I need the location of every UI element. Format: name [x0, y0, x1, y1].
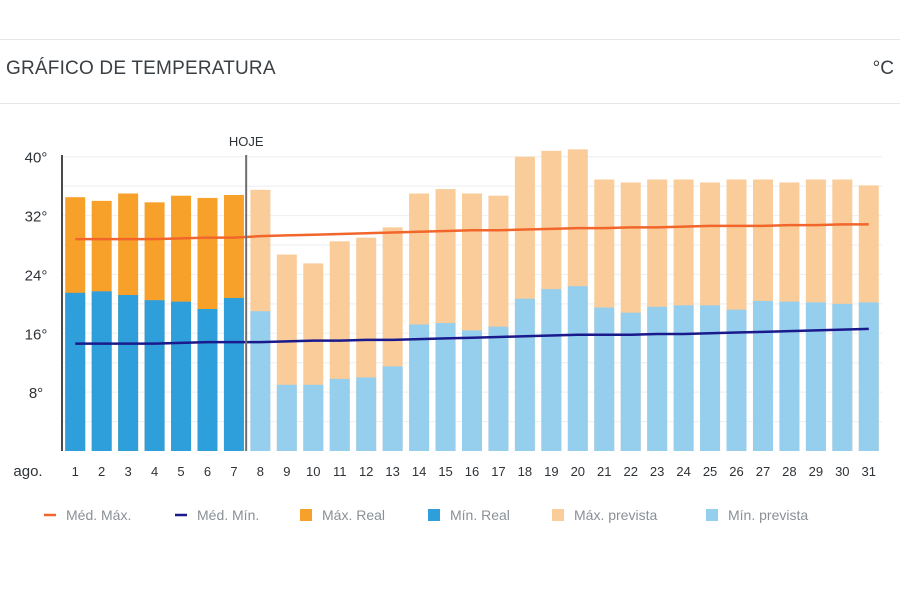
min-real-bar — [65, 292, 86, 451]
x-tick-label: 20 — [571, 464, 585, 479]
x-tick-label: 18 — [518, 464, 532, 479]
x-tick-label: 22 — [623, 464, 637, 479]
x-tick-label: 27 — [756, 464, 770, 479]
min-forecast-bar — [620, 312, 641, 451]
legend-item: Máx. prevista — [552, 507, 657, 523]
min-real-bar — [144, 300, 165, 451]
legend: Méd. Máx. Méd. Mín. Máx. Real Mín. Real Máx.… — [44, 507, 808, 523]
min-forecast-bar — [276, 384, 297, 451]
x-tick-label: 6 — [204, 464, 211, 479]
x-tick-label: 24 — [676, 464, 690, 479]
y-tick-label: 8° — [29, 385, 43, 402]
legend-label: Máx. prevista — [574, 507, 657, 523]
min-forecast-bar — [805, 302, 826, 451]
legend-label: Méd. Mín. — [197, 507, 259, 523]
x-tick-label: 12 — [359, 464, 373, 479]
min-forecast-bar — [567, 286, 588, 451]
legend-square-marker — [552, 509, 564, 521]
x-axis-label: ago. — [13, 463, 42, 480]
x-tick-label: 2 — [98, 464, 105, 479]
min-forecast-bar — [435, 322, 456, 451]
x-tick-label: 31 — [862, 464, 876, 479]
min-forecast-bar — [250, 311, 271, 451]
y-tick-label: 24° — [25, 267, 48, 284]
legend-label: Méd. Máx. — [66, 507, 131, 523]
x-tick-label: 9 — [283, 464, 290, 479]
header-divider-bottom — [0, 103, 900, 104]
x-tick-label: 29 — [809, 464, 823, 479]
unit-label: °C — [872, 58, 894, 79]
min-forecast-bar — [832, 303, 853, 451]
today-marker-label: HOJE — [229, 134, 264, 149]
min-forecast-bar — [356, 377, 377, 451]
min-real-bar — [91, 291, 112, 451]
x-tick-label: 7 — [230, 464, 237, 479]
x-tick-label: 13 — [385, 464, 399, 479]
bars — [65, 149, 879, 452]
min-forecast-bar — [541, 289, 562, 451]
x-tick-label: 23 — [650, 464, 664, 479]
legend-label: Máx. Real — [322, 507, 385, 523]
x-tick-label: 15 — [438, 464, 452, 479]
legend-square-marker — [428, 509, 440, 521]
min-forecast-bar — [382, 366, 403, 451]
min-forecast-bar — [303, 384, 324, 451]
y-tick-label: 16° — [25, 326, 48, 343]
legend-item: Méd. Mín. — [175, 507, 259, 523]
min-real-bar — [197, 309, 218, 451]
x-tick-label: 30 — [835, 464, 849, 479]
min-forecast-bar — [462, 330, 482, 451]
x-tick-label: 16 — [465, 464, 479, 479]
avg-min-line — [75, 327, 869, 345]
legend-square-marker — [300, 509, 312, 521]
avg-max-line — [75, 223, 869, 241]
x-tick-label: 26 — [729, 464, 743, 479]
chart-title: GRÁFICO DE TEMPERATURA — [6, 58, 276, 79]
x-tick-label: 14 — [412, 464, 426, 479]
min-forecast-bar — [514, 298, 535, 451]
min-forecast-bar — [726, 309, 747, 451]
x-tick-label: 28 — [782, 464, 796, 479]
x-tick-label: 25 — [703, 464, 717, 479]
min-forecast-bar — [779, 301, 800, 451]
legend-square-marker — [706, 509, 718, 521]
min-real-bar — [171, 301, 192, 451]
x-tick-label: 4 — [151, 464, 158, 479]
min-forecast-bar — [858, 302, 879, 451]
min-forecast-bar — [700, 305, 721, 451]
legend-item: Méd. Máx. — [44, 507, 131, 523]
x-tick-label: 11 — [333, 464, 347, 479]
x-tick-label: 17 — [491, 464, 505, 479]
legend-item: Máx. Real — [300, 507, 385, 523]
min-forecast-bar — [488, 326, 509, 451]
min-forecast-bar — [594, 307, 615, 451]
average-lines — [75, 223, 869, 345]
min-forecast-bar — [409, 324, 430, 451]
x-tick-label: 8 — [257, 464, 264, 479]
min-forecast-bar — [752, 300, 773, 451]
x-tick-label: 5 — [177, 464, 184, 479]
legend-label: Mín. prevista — [728, 507, 808, 523]
y-tick-label: 32° — [25, 209, 48, 226]
min-forecast-bar — [329, 378, 350, 451]
header-divider-top — [0, 39, 900, 40]
x-tick-label: 10 — [306, 464, 320, 479]
y-tick-label: 40° — [25, 150, 48, 167]
min-forecast-bar — [673, 305, 694, 451]
min-real-bar — [223, 297, 244, 451]
x-tick-label: 19 — [544, 464, 558, 479]
x-tick-label: 3 — [125, 464, 132, 479]
x-tick-label: 1 — [72, 464, 79, 479]
min-real-bar — [118, 295, 139, 451]
min-forecast-bar — [647, 306, 668, 451]
x-tick-label: 21 — [597, 464, 611, 479]
legend-item: Mín. Real — [428, 507, 510, 523]
legend-label: Mín. Real — [450, 507, 510, 523]
legend-item: Mín. prevista — [706, 507, 808, 523]
